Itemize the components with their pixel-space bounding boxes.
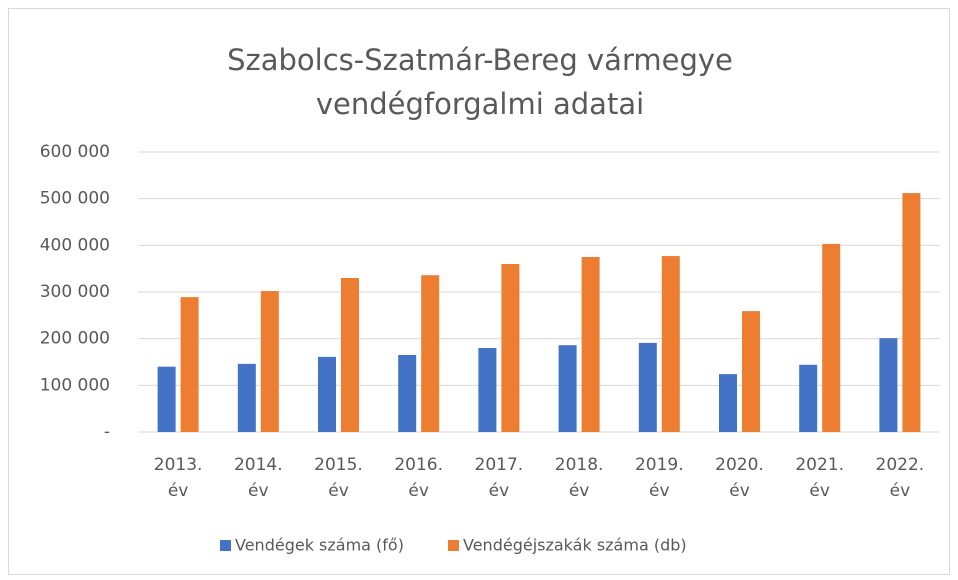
y-tick-label: 200 000 bbox=[40, 329, 110, 349]
bar bbox=[558, 345, 577, 432]
bar bbox=[421, 275, 440, 432]
bar bbox=[661, 256, 680, 432]
bar bbox=[581, 257, 600, 432]
bar bbox=[501, 264, 520, 432]
y-tick-label: 100 000 bbox=[40, 375, 110, 395]
bar bbox=[180, 297, 199, 432]
bar bbox=[341, 278, 359, 432]
x-tick-label: 2016. év bbox=[394, 455, 444, 501]
bar bbox=[318, 356, 336, 432]
bar bbox=[822, 243, 841, 432]
legend-label: Vendégéjszakák száma (db) bbox=[463, 536, 687, 555]
legend-label: Vendégek száma (fő) bbox=[235, 536, 404, 555]
bar bbox=[902, 193, 921, 432]
x-tick-label: 2021. év bbox=[795, 455, 845, 501]
x-tick-label: 2019. év bbox=[634, 455, 684, 501]
bar bbox=[879, 338, 898, 432]
legend-swatch bbox=[220, 540, 231, 551]
x-tick-label: 2018. év bbox=[554, 455, 604, 501]
x-tick-label: 2015. év bbox=[314, 455, 363, 501]
bar bbox=[719, 374, 737, 432]
bar bbox=[398, 355, 417, 432]
x-tick-label: 2014. év bbox=[233, 455, 283, 501]
x-tick-label: 2017. év bbox=[474, 455, 524, 501]
bar bbox=[638, 342, 657, 432]
y-tick-label: 400 000 bbox=[40, 235, 110, 255]
bar bbox=[799, 364, 818, 432]
bar bbox=[478, 348, 497, 432]
x-tick-label: 2022. év bbox=[875, 455, 925, 501]
x-tick-label: 2020. év bbox=[715, 455, 764, 501]
bar bbox=[157, 366, 176, 432]
bar bbox=[260, 291, 279, 432]
bar bbox=[742, 311, 760, 432]
x-tick-label: 2013. év bbox=[153, 455, 203, 501]
chart-title: Szabolcs-Szatmár-Bereg vármegye vendégfo… bbox=[227, 43, 733, 121]
legend-swatch bbox=[448, 540, 459, 551]
bar bbox=[237, 363, 256, 432]
y-tick-label: - bbox=[104, 422, 110, 442]
y-tick-label: 500 000 bbox=[40, 189, 110, 209]
y-tick-label: 600 000 bbox=[40, 142, 110, 162]
y-tick-label: 300 000 bbox=[40, 282, 110, 302]
